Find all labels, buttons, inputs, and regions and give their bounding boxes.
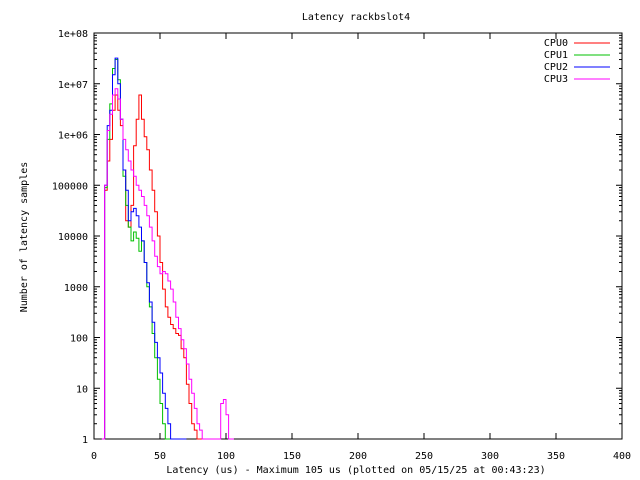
x-tick-label: 0 xyxy=(91,451,97,462)
y-tick-label: 100000 xyxy=(52,181,88,192)
y-tick-label: 1000 xyxy=(64,283,88,294)
plot-border xyxy=(93,32,623,440)
y-tick-label: 10 xyxy=(76,384,88,395)
y-tick-label: 10000 xyxy=(58,232,88,243)
x-tick-label: 400 xyxy=(613,451,631,462)
x-tick-label: 250 xyxy=(415,451,433,462)
legend-label-cpu2: CPU2 xyxy=(544,62,568,73)
legend-label-cpu1: CPU1 xyxy=(544,50,568,61)
y-tick-label: 100 xyxy=(70,334,88,345)
series-group xyxy=(101,57,234,440)
y-axis: 1 10 100 1000 10000 100000 1e+06 1e+07 1e+08 xyxy=(52,29,622,446)
y-tick-label: 1 xyxy=(82,435,88,446)
y-tick-label: 1e+08 xyxy=(58,29,88,40)
x-axis: 0 50 100 150 200 250 300 350 400 xyxy=(91,33,631,462)
series-line-cpu0 xyxy=(101,94,203,440)
x-tick-label: 50 xyxy=(154,451,166,462)
chart-title: Latency rackbslot4 xyxy=(302,12,410,23)
series-line-cpu2 xyxy=(101,57,187,440)
y-axis-label: Number of latency samples xyxy=(19,162,30,313)
series-line-cpu1 xyxy=(101,59,179,440)
y-tick-label: 1e+07 xyxy=(58,80,88,91)
x-axis-label: Latency (us) - Maximum 105 us (plotted o… xyxy=(166,465,545,476)
x-tick-label: 350 xyxy=(547,451,565,462)
legend-label-cpu0: CPU0 xyxy=(544,38,568,49)
legend-label-cpu3: CPU3 xyxy=(544,74,568,85)
x-tick-label: 100 xyxy=(217,451,235,462)
y-tick-label: 1e+06 xyxy=(58,131,88,142)
series-line-cpu3 xyxy=(101,88,234,440)
x-tick-label: 300 xyxy=(481,451,499,462)
x-tick-label: 150 xyxy=(283,451,301,462)
x-tick-label: 200 xyxy=(349,451,367,462)
